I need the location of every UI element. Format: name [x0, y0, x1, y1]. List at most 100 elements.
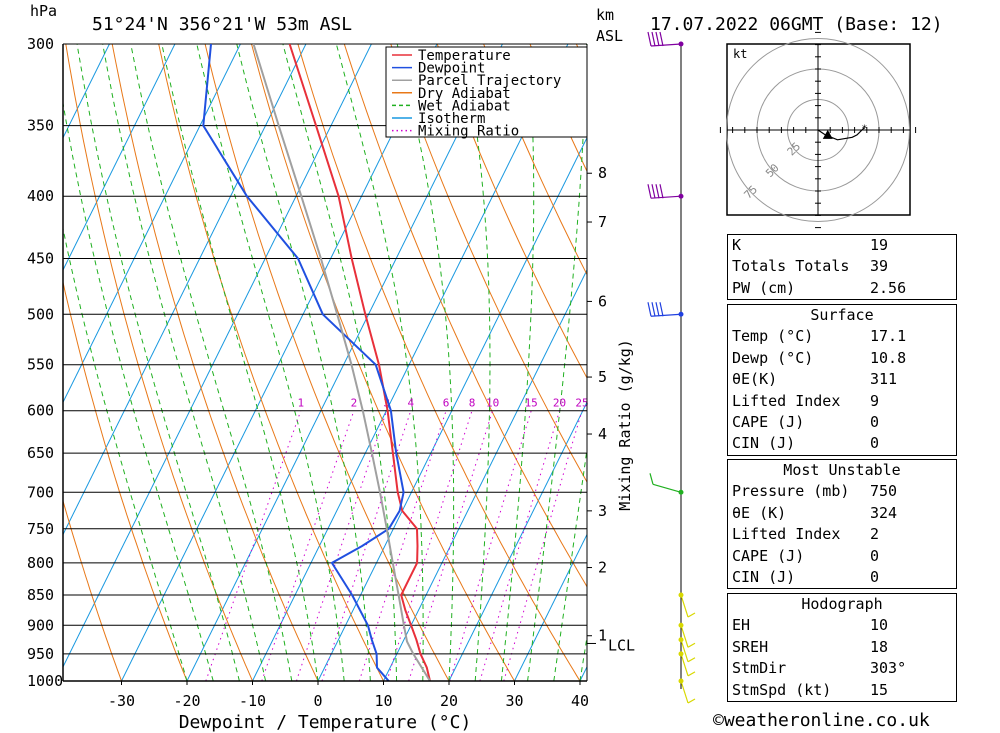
- row-label: Dewp (°C): [732, 348, 814, 367]
- wet-adiabat-line: [282, 44, 398, 681]
- parcel-trajectory-line: [252, 44, 431, 681]
- credit-text: ©weatheronline.co.uk: [713, 710, 930, 731]
- row-value: 9: [870, 391, 880, 410]
- asl-unit-label: ASL: [596, 27, 623, 45]
- pressure-tick-label: 950: [27, 645, 54, 663]
- row-value: 324: [870, 503, 898, 522]
- km-unit-label: km: [596, 6, 614, 24]
- mixing-ratio-labels: 1 2 3 4 6 8 10 15 20 25: [297, 397, 588, 410]
- legend-label: Dry Adiabat: [418, 86, 511, 102]
- isotherm-line: [448, 401, 587, 681]
- table-row: PW (cm) 2.56: [728, 278, 956, 299]
- table-row: θE (K) 324: [728, 503, 956, 524]
- wind-barb-shaft: [680, 639, 689, 662]
- dry-adiabat-line: [111, 44, 319, 681]
- isotherm-line: [63, 44, 372, 668]
- dry-adiabat-line: [970, 8, 1000, 707]
- wind-barb-shaft: [652, 483, 682, 493]
- mixing-ratio-line: [205, 410, 302, 681]
- wind-barb-feather: [659, 184, 664, 199]
- wind-barb-feather: [647, 302, 652, 317]
- row-label: Totals Totals: [732, 257, 850, 276]
- pressure-tick-label: 900: [27, 616, 54, 634]
- row-value: 10: [870, 616, 889, 635]
- dry-adiabat-line: [63, 499, 123, 681]
- wind-barb-feather: [687, 657, 696, 663]
- wind-barb-feather: [687, 642, 696, 648]
- wind-barb-shaft: [650, 43, 682, 47]
- wet-adiabat-line: [63, 226, 188, 681]
- wind-barb-feather: [659, 302, 664, 317]
- table-row: StmDir 303°: [728, 658, 956, 679]
- pressure-tick-label: 500: [27, 305, 54, 323]
- row-label: Temp (°C): [732, 327, 814, 346]
- x-tick-label: -30: [108, 692, 135, 710]
- wind-barb-shaft: [680, 653, 689, 677]
- mixing-ratio-label: 2: [351, 397, 358, 410]
- row-label: StmSpd (kt): [732, 680, 832, 699]
- pressure-tick-label: 1000: [27, 672, 63, 690]
- x-tick-label: -10: [239, 692, 266, 710]
- wind-barb-feather: [649, 473, 654, 485]
- table-row: Lifted Index 2: [728, 524, 956, 545]
- wet-adiabat-line: [102, 44, 267, 681]
- isotherm-line: [382, 268, 587, 681]
- mixing-ratio-label: 4: [407, 397, 414, 410]
- x-tick-label: 40: [571, 692, 589, 710]
- plot-frame: [63, 44, 587, 681]
- x-tick-label: 0: [313, 692, 322, 710]
- row-value: 2.56: [870, 278, 907, 297]
- table-row: Pressure (mb) 750: [728, 481, 956, 502]
- legend-label: Temperature: [418, 48, 511, 64]
- wind-barb-feather: [655, 302, 660, 317]
- row-value: 0: [870, 546, 880, 565]
- height-tick-label: 5: [598, 368, 607, 386]
- table-title: Surface: [810, 306, 874, 324]
- wet-adiabat-line: [462, 44, 491, 681]
- table-row: θE(K) 311: [728, 369, 956, 390]
- pressure-tick-label: 750: [27, 520, 54, 538]
- mixing-ratio-axis-title: Mixing Ratio (g/kg): [616, 339, 634, 511]
- table-row: Lifted Index 9: [728, 391, 956, 412]
- isotherm-line: [63, 44, 176, 272]
- table-row: Dewp (°C) 10.8: [728, 348, 956, 369]
- height-tick-label: 4: [598, 425, 607, 443]
- mixing-ratio-label: 25: [575, 397, 588, 410]
- dry-adiabat-line: [65, 44, 254, 681]
- wind-barb-shaft: [680, 594, 689, 618]
- mixing-ratio-label: 8: [469, 397, 476, 410]
- legend-label: Isotherm: [418, 111, 485, 127]
- row-value: 0: [870, 412, 880, 431]
- wet-adiabat-line: [236, 44, 371, 681]
- mixing-ratio-line: [261, 410, 355, 681]
- x-axis-title: Dewpoint / Temperature (°C): [179, 712, 472, 733]
- table-row: CIN (J) 0: [728, 567, 956, 588]
- mixing-ratio-label: 10: [486, 397, 499, 410]
- row-value: 15: [870, 680, 889, 699]
- x-tick-label: -20: [173, 692, 200, 710]
- wind-barb-feather: [647, 184, 652, 199]
- pressure-tick-label: 850: [27, 586, 54, 604]
- row-value: 2: [870, 525, 880, 544]
- wind-barb-feather: [687, 612, 696, 618]
- x-tick-label: 30: [505, 692, 523, 710]
- isotherm-line: [63, 44, 110, 139]
- wind-barb-feather: [659, 31, 664, 47]
- dewpoint-line: [202, 44, 405, 681]
- row-label: CIN (J): [732, 567, 796, 586]
- lcl-label: LCL: [608, 636, 635, 654]
- row-value: 0: [870, 567, 880, 586]
- pressure-tick-label: 400: [27, 187, 54, 205]
- surface-table: Surface Temp (°C) 17.1 Dewp (°C) 10.8 θE(K) 31…: [727, 304, 957, 456]
- row-label: CAPE (J): [732, 412, 805, 431]
- table-title: Hodograph: [801, 595, 883, 613]
- height-tick-label: 2: [598, 559, 607, 577]
- pressure-tick-label: 650: [27, 444, 54, 462]
- plot-area: [63, 44, 587, 681]
- dry-adiabat-line: [250, 44, 516, 681]
- row-label: SREH: [732, 637, 769, 656]
- hodograph-trace: [817, 127, 865, 141]
- table-row: Totals Totals 39: [728, 256, 956, 277]
